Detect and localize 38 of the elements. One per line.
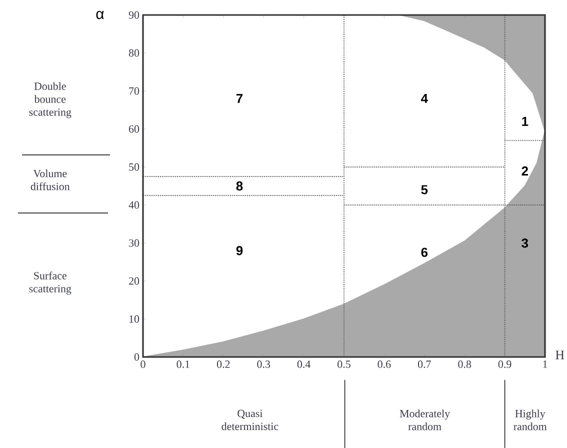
y-tick-label: 10 <box>129 315 140 323</box>
annotation: 6 <box>421 248 428 257</box>
annotation: 7 <box>236 94 243 103</box>
y-tick-label: 40 <box>128 201 140 209</box>
annotation: 9 <box>236 246 243 256</box>
text: Quasi deterministic <box>222 410 278 430</box>
x-tick-label: 1 <box>543 360 548 368</box>
annotation: 5 <box>421 185 428 194</box>
text: Surface scattering <box>29 272 72 295</box>
x-tick-label: 0.1 <box>176 360 190 368</box>
x-tick-label: 0.6 <box>378 360 391 368</box>
x-tick-label: 0.3 <box>257 360 270 368</box>
y-tick-label: 50 <box>129 163 140 171</box>
annotation: 3 <box>522 238 528 248</box>
y-tick-label: 20 <box>129 277 140 285</box>
x-tick-label: 0.2 <box>216 360 230 368</box>
y-tick-label: 90 <box>128 11 140 19</box>
x-tick-label: 0.8 <box>458 360 472 368</box>
text: Volume diffusion <box>30 170 70 190</box>
y-tick-label: 30 <box>129 239 140 247</box>
x-tick-label: 0.5 <box>338 360 350 368</box>
x-axis-title: H <box>556 350 564 360</box>
y-axis-title: α <box>96 10 104 20</box>
y-tick-label: 80 <box>128 49 140 57</box>
y-tick-label: 60 <box>128 125 140 133</box>
x-tick-label: 0.4 <box>297 360 310 368</box>
y-tick-label: 70 <box>129 87 140 95</box>
x-tick-label: 0.7 <box>418 360 431 368</box>
annotation: 2 <box>522 166 528 176</box>
y-tick-label: 0 <box>134 353 140 361</box>
x-tick-label: 0.9 <box>498 360 512 368</box>
x-tick-label: 0 <box>140 360 146 368</box>
annotation: 4 <box>421 94 428 103</box>
text: Highly random <box>514 410 547 430</box>
text: Double bounce scattering <box>29 82 72 118</box>
annotation: 1 <box>522 116 528 126</box>
text: Moderately random <box>400 410 450 430</box>
annotation: 8 <box>236 181 243 191</box>
